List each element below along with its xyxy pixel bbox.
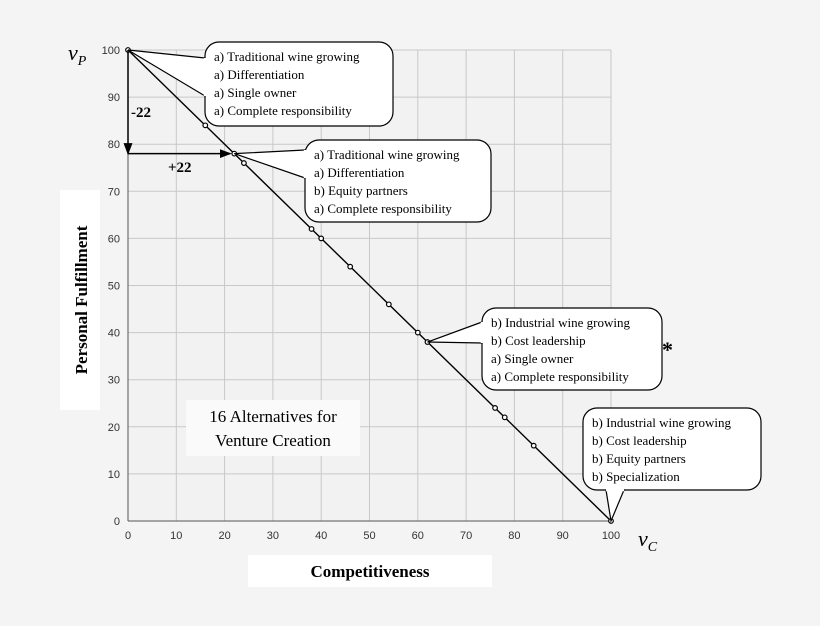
y-axis-title: Personal Fulfillment <box>72 225 91 374</box>
x-axis-title: Competitiveness <box>311 562 430 581</box>
y-tick-label: 10 <box>108 469 120 481</box>
callout-line: a) Single owner <box>214 85 297 100</box>
star-marker: * <box>662 337 673 362</box>
callout-line: a) Single owner <box>491 351 574 366</box>
x-tick-label: 90 <box>557 530 569 542</box>
y-tick-label: 50 <box>108 281 120 293</box>
x-tick-label: 70 <box>460 530 472 542</box>
callout: a) Traditional wine growing a) Differenti… <box>234 139 492 223</box>
x-axis-title-box <box>248 555 492 587</box>
y-tick-label: 90 <box>108 92 120 104</box>
x-tick-label: 100 <box>602 530 620 542</box>
y-tick-label: 0 <box>114 516 120 528</box>
x-tick-label: 50 <box>363 530 375 542</box>
data-point <box>202 122 209 129</box>
data-point <box>414 329 421 336</box>
callout-line: b) Equity partners <box>314 183 408 198</box>
callout-box <box>481 307 663 391</box>
y-axis-title-box <box>60 190 100 410</box>
x-tick-label: 0 <box>125 530 131 542</box>
y-tick-label: 100 <box>102 45 120 57</box>
ticks: 0 10 20 30 40 50 60 70 80 90 100 0 10 20 30 40 50 60 70 80 9… <box>102 45 621 542</box>
data-point <box>318 235 325 242</box>
annotation-line-1: 16 Alternatives for <box>209 407 337 426</box>
callout-line: a) Differentiation <box>314 165 405 180</box>
data-point <box>308 226 315 232</box>
callout-box <box>304 139 492 223</box>
y-tick-label: 60 <box>108 233 120 245</box>
x-tick-label: 30 <box>267 530 279 542</box>
callouts: a) Traditional wine growing a) Differenti… <box>127 41 762 524</box>
y-axis-symbol: vP <box>68 40 87 69</box>
callout-line: b) Industrial wine growing <box>491 315 631 330</box>
callout-line: b) Cost leadership <box>491 333 586 348</box>
data-point <box>241 160 247 166</box>
callout-line: a) Traditional wine growing <box>314 147 460 162</box>
y-tick-label: 20 <box>108 422 120 434</box>
callout-line: b) Cost leadership <box>592 433 687 448</box>
y-tick-label: 80 <box>108 139 120 151</box>
x-tick-label: 40 <box>315 530 327 542</box>
data-point <box>492 405 498 411</box>
callout: b) Industrial wine growing b) Cost leader… <box>582 407 762 524</box>
x-tick-label: 20 <box>218 530 230 542</box>
data-point <box>501 414 508 421</box>
horizontal-arrow-label: +22 <box>168 160 192 176</box>
annotation-line-2: Venture Creation <box>215 431 331 450</box>
callout-line: a) Traditional wine growing <box>214 49 360 64</box>
callout-box <box>582 407 762 491</box>
callout: b) Industrial wine growing b) Cost leader… <box>427 307 663 391</box>
y-tick-label: 30 <box>108 375 120 387</box>
callout: a) Traditional wine growing a) Differenti… <box>127 41 394 127</box>
x-axis-symbol: vC <box>638 526 658 555</box>
callout-line: a) Complete responsibility <box>491 369 629 384</box>
callout-line: a) Complete responsibility <box>314 201 452 216</box>
vertical-arrow-label: -22 <box>131 105 151 121</box>
data-point <box>347 263 354 270</box>
x-tick-label: 80 <box>508 530 520 542</box>
callout-line: b) Specialization <box>592 469 680 484</box>
annotation-box <box>186 400 360 456</box>
callout-line: a) Complete responsibility <box>214 103 352 118</box>
callout-line: a) Differentiation <box>214 67 305 82</box>
y-tick-label: 70 <box>108 186 120 198</box>
y-tick-label: 40 <box>108 328 120 340</box>
callout-line: b) Industrial wine growing <box>592 415 732 430</box>
callout-line: b) Equity partners <box>592 451 686 466</box>
x-tick-label: 10 <box>170 530 182 542</box>
arrows <box>123 50 232 159</box>
x-tick-label: 60 <box>412 530 424 542</box>
data-point <box>530 442 537 449</box>
data-point <box>385 301 392 308</box>
